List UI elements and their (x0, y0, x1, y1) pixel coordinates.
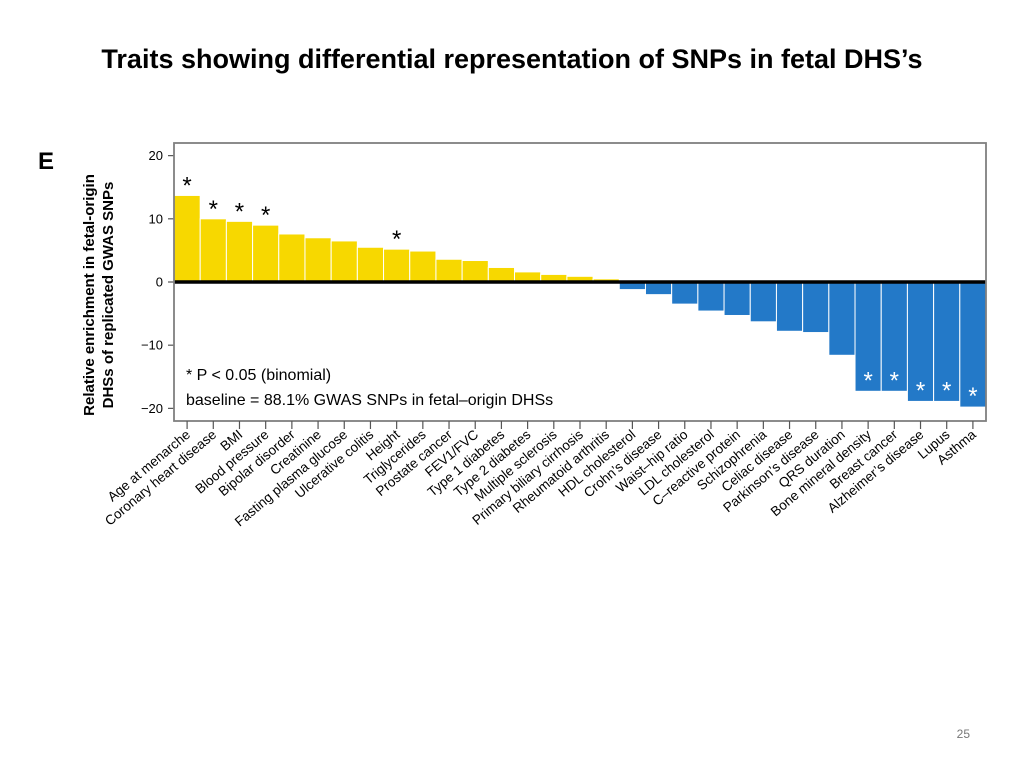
bar (644, 281, 673, 296)
significance-star: * (209, 196, 218, 223)
bar (906, 281, 935, 402)
bar (959, 281, 987, 408)
bar (199, 218, 227, 283)
y-axis: 20 10 0 −10 −20 (141, 148, 174, 416)
y-axis-label-line-2: DHSs of replicated GWAS SNPs (100, 182, 117, 409)
bar (671, 281, 699, 305)
y-tick-label: 20 (149, 148, 163, 163)
bar (749, 281, 777, 323)
significance-star: * (968, 383, 977, 410)
bar (330, 240, 358, 283)
bar (461, 260, 489, 283)
panel-label: E (38, 148, 54, 175)
significance-star: * (916, 377, 925, 404)
bar (409, 250, 437, 283)
significance-star: * (182, 172, 191, 199)
significance-markers: * * * * * * * * * * (182, 172, 977, 410)
significance-star: * (261, 202, 270, 229)
significance-star: * (890, 367, 899, 394)
bar (487, 266, 516, 283)
y-tick-label: 0 (156, 275, 163, 290)
bar (697, 281, 725, 312)
bar (173, 194, 201, 283)
bar (828, 281, 856, 356)
y-tick-label: 10 (149, 211, 163, 226)
bar (775, 281, 804, 332)
bars (173, 194, 987, 408)
significance-star: * (942, 377, 951, 404)
bar (723, 281, 751, 316)
annotation-baseline-note: baseline = 88.1% GWAS SNPs in fetal–orig… (186, 392, 553, 409)
bar (435, 258, 463, 283)
bar (278, 233, 306, 283)
bar (252, 224, 280, 283)
y-tick-label: −20 (141, 401, 163, 416)
annotation-significance-note: * P < 0.05 (binomial) (186, 367, 331, 384)
bar (225, 220, 254, 283)
bar (304, 237, 332, 283)
significance-star: * (235, 198, 244, 225)
bar (933, 281, 961, 402)
page-number: 25 (956, 727, 970, 741)
bar (383, 248, 411, 283)
significance-star: * (863, 367, 872, 394)
x-axis-ticks (186, 421, 974, 429)
slide-title: Traits showing differential representati… (101, 44, 923, 74)
significance-star: * (392, 226, 401, 253)
bar (356, 246, 385, 283)
y-axis-label-line-1: Relative enrichment in fetal-origin (81, 174, 98, 416)
y-tick-label: −10 (141, 338, 163, 353)
bar (802, 281, 830, 334)
